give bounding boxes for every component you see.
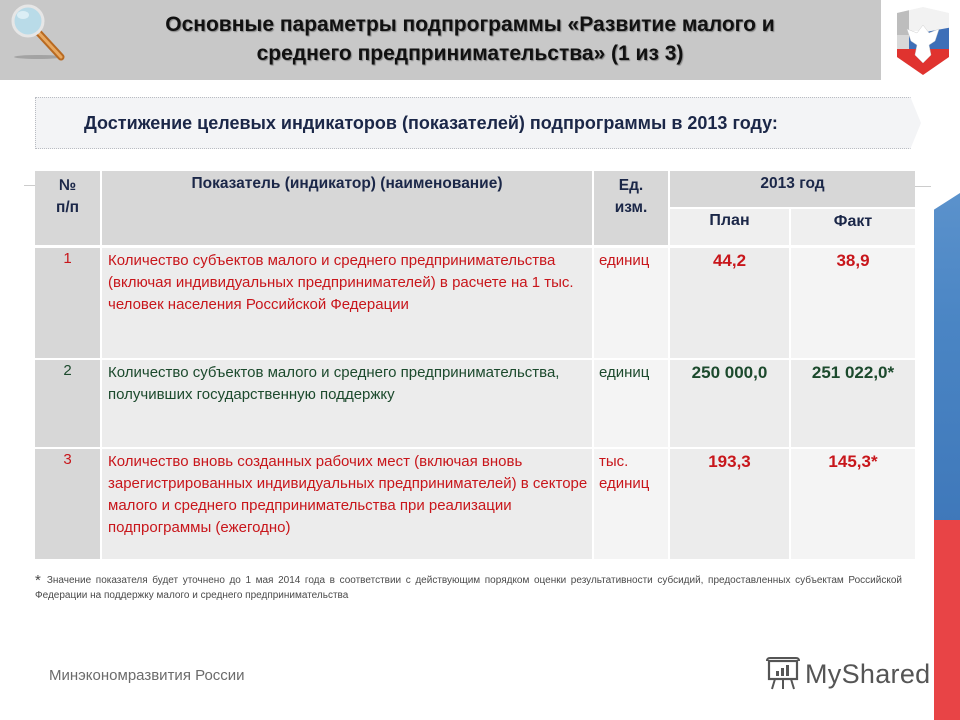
row3-unit-text: тыс. единиц [599,453,650,492]
row1-fact-value: 38,9 [836,251,870,270]
row2-num-value: 2 [63,362,72,379]
myshared-text: MyShared [805,658,931,689]
presentation-board-icon [766,657,800,690]
row3-fact: 145,3* [791,449,915,559]
header-num-line1: № [58,177,77,194]
row1-indicator-text: Количество субъектов малого и среднего п… [108,252,574,313]
row3-plan-value: 193,3 [708,452,751,471]
row2-fact-value: 251 022,0* [811,363,895,382]
header-indicator: Показатель (индикатор) (наименование) [102,171,592,245]
row1-plan: 44,2 [670,248,789,358]
magnifier-icon [11,4,65,61]
row3-unit: тыс. единиц [594,449,668,559]
row1-fact: 38,9 [791,248,915,358]
slide-title-line2: среднего предпринимательства» (1 из 3) [256,42,684,65]
header-plan: План [670,209,789,245]
slide-title: Основные параметры подпрограммы «Развити… [90,10,850,68]
slide-title-line1: Основные параметры подпрограммы «Развити… [165,13,775,36]
row2-plan-value: 250 000,0 [691,363,768,382]
row1-indicator: Количество субъектов малого и среднего п… [102,248,592,358]
row3-plan: 193,3 [670,449,789,559]
header-plan-label: План [709,212,750,229]
header-fact-label: Факт [833,213,873,230]
row3-num: 3 [35,449,100,559]
header-num-line2: п/п [55,199,80,216]
row3-num-value: 3 [63,451,72,468]
row2-fact: 251 022,0* [791,360,915,447]
header-fact: Факт [791,209,915,245]
slide-header: Основные параметры подпрограммы «Развити… [0,0,881,80]
row1-num: 1 [35,248,100,358]
row2-unit: единиц [594,360,668,447]
header-indicator-label: Показатель (индикатор) (наименование) [191,175,503,192]
flag-stripe-red [934,520,960,720]
header-unit-line2: изм. [614,199,648,216]
header-num: № п/п [35,171,100,245]
row3-indicator: Количество вновь созданных рабочих мест … [102,449,592,559]
footnote-text: Значение показателя будет уточнено до 1 … [35,575,902,601]
row2-unit-text: единиц [599,364,650,381]
row1-unit-text: единиц [599,252,650,269]
row2-indicator: Количество субъектов малого и среднего п… [102,360,592,447]
header-year-label: 2013 год [760,175,825,192]
row3-fact-value: 145,3* [828,452,878,471]
row1-unit: единиц [594,248,668,358]
row1-num-value: 1 [63,250,72,267]
subtitle-text: Достижение целевых индикаторов (показате… [84,113,778,133]
row2-num: 2 [35,360,100,447]
divider-line [24,185,36,186]
myshared-watermark: MyShared [765,657,930,691]
header-unit: Ед. изм. [594,171,668,245]
row2-indicator-text: Количество субъектов малого и среднего п… [108,364,560,403]
row1-plan-value: 44,2 [712,251,747,270]
footnote: * Значение показателя будет уточнено до 1… [35,573,902,603]
footnote-asterisk: * [35,572,41,589]
divider-line [915,186,931,187]
subtitle-banner [35,97,921,149]
header-year: 2013 год [670,171,915,207]
header-unit-line1: Ед. [618,177,644,194]
ministry-name: Минэкономразвития России [49,667,245,684]
row3-indicator-text: Количество вновь созданных рабочих мест … [108,453,588,536]
russian-coat-of-arms-emblem [897,7,949,75]
flag-stripe-blue [934,193,960,525]
row2-plan: 250 000,0 [670,360,789,447]
